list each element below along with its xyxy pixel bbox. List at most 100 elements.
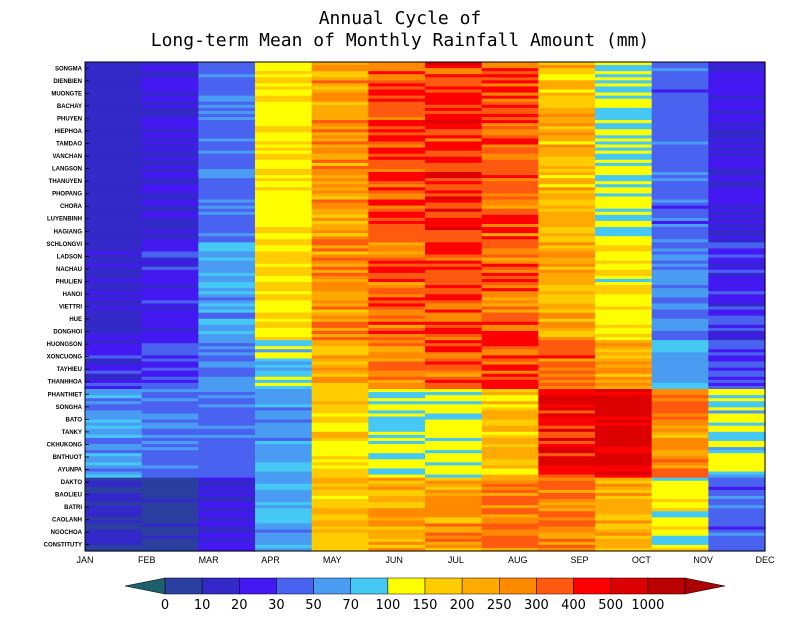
heatmap-cell xyxy=(595,291,653,295)
heatmap-cell xyxy=(141,184,199,188)
heatmap-cell xyxy=(425,230,483,234)
heatmap-cell xyxy=(198,126,256,130)
heatmap-cell xyxy=(651,104,709,109)
heatmap-cell xyxy=(311,297,369,301)
heatmap-cell xyxy=(481,541,539,546)
heatmap-cell xyxy=(368,126,426,130)
heatmap-cell xyxy=(651,291,709,295)
heatmap-cell xyxy=(651,389,709,393)
heatmap-cell xyxy=(141,89,199,94)
heatmap-cell xyxy=(85,361,143,366)
heatmap-cell xyxy=(198,404,256,408)
heatmap-cell xyxy=(651,303,709,308)
heatmap-cell xyxy=(708,68,766,72)
heatmap-cell xyxy=(141,523,199,528)
heatmap-cell xyxy=(368,495,426,500)
heatmap-cell xyxy=(538,392,596,396)
heatmap-cell xyxy=(595,104,653,109)
heatmap-cell xyxy=(708,196,766,201)
heatmap-cell xyxy=(255,538,313,543)
heatmap-cell xyxy=(651,541,709,546)
y-tick-label: TANKY xyxy=(62,430,82,436)
heatmap-cell xyxy=(595,349,653,353)
y-tick-label: THANUYEN xyxy=(49,179,82,185)
heatmap-cell xyxy=(708,324,766,329)
heatmap-cell xyxy=(708,272,766,277)
heatmap-cell xyxy=(708,511,766,515)
heatmap-cell xyxy=(311,343,369,347)
heatmap-cell xyxy=(255,410,313,415)
heatmap-cell xyxy=(708,502,766,506)
heatmap-cell xyxy=(425,520,483,525)
heatmap-cell xyxy=(311,468,369,473)
heatmap-cell xyxy=(85,275,143,280)
heatmap-cell xyxy=(425,162,483,167)
heatmap-cell xyxy=(708,162,766,167)
heatmap-cell xyxy=(255,520,313,525)
heatmap-cell xyxy=(141,223,199,228)
heatmap-cell xyxy=(708,159,766,164)
heatmap-cell xyxy=(311,269,369,274)
heatmap-cell xyxy=(708,297,766,301)
heatmap-cell xyxy=(141,315,199,320)
heatmap-cell xyxy=(255,392,313,396)
heatmap-cell xyxy=(481,389,539,393)
heatmap-cell xyxy=(85,477,143,482)
heatmap-cell xyxy=(708,205,766,210)
heatmap-cell xyxy=(368,410,426,415)
heatmap-cell xyxy=(141,80,199,84)
heatmap-cell xyxy=(255,117,313,121)
heatmap-cell xyxy=(481,230,539,234)
heatmap-cell xyxy=(595,474,653,479)
heatmap-cell xyxy=(368,159,426,164)
heatmap-cell xyxy=(141,269,199,274)
heatmap-cell xyxy=(141,389,199,393)
heatmap-cell xyxy=(311,474,369,479)
heatmap-cell xyxy=(368,502,426,506)
heatmap-cell xyxy=(481,165,539,170)
heatmap-cell xyxy=(425,300,483,305)
heatmap-cell xyxy=(368,401,426,405)
heatmap-cell xyxy=(311,547,369,552)
heatmap-cell xyxy=(425,129,483,133)
heatmap-cell xyxy=(481,135,539,140)
heatmap-cell xyxy=(481,278,539,283)
heatmap-cell xyxy=(651,153,709,158)
heatmap-cell xyxy=(538,266,596,271)
heatmap-cell xyxy=(141,297,199,301)
heatmap-cell xyxy=(425,95,483,100)
heatmap-cell xyxy=(425,373,483,378)
heatmap-cell xyxy=(255,343,313,347)
heatmap-cell xyxy=(198,367,256,372)
heatmap-cell xyxy=(595,110,653,115)
heatmap-cell xyxy=(481,410,539,415)
heatmap-cell xyxy=(368,141,426,146)
heatmap-cell xyxy=(198,379,256,384)
heatmap-cell xyxy=(198,214,256,219)
heatmap-cell xyxy=(85,297,143,301)
heatmap-cell xyxy=(538,278,596,283)
heatmap-cell xyxy=(311,425,369,430)
heatmap-cell xyxy=(595,178,653,182)
heatmap-cell xyxy=(595,453,653,457)
heatmap-cell xyxy=(198,202,256,207)
heatmap-cell xyxy=(651,272,709,277)
heatmap-cell xyxy=(85,172,143,176)
heatmap-cell xyxy=(651,483,709,488)
heatmap-cell xyxy=(311,495,369,500)
heatmap-cell xyxy=(425,120,483,124)
colorbar-label: 20 xyxy=(231,598,248,613)
heatmap-cell xyxy=(85,123,143,127)
heatmap-cell xyxy=(311,508,369,512)
heatmap-cell xyxy=(141,236,199,240)
heatmap-cell xyxy=(425,214,483,219)
heatmap-cell xyxy=(425,217,483,222)
heatmap-cell xyxy=(311,196,369,201)
heatmap-cell xyxy=(141,165,199,170)
heatmap-cell xyxy=(141,65,199,69)
heatmap-cell xyxy=(368,230,426,234)
heatmap-cell xyxy=(368,181,426,185)
heatmap-cell xyxy=(85,208,143,213)
heatmap-cell xyxy=(85,150,143,155)
heatmap-cell xyxy=(368,275,426,280)
